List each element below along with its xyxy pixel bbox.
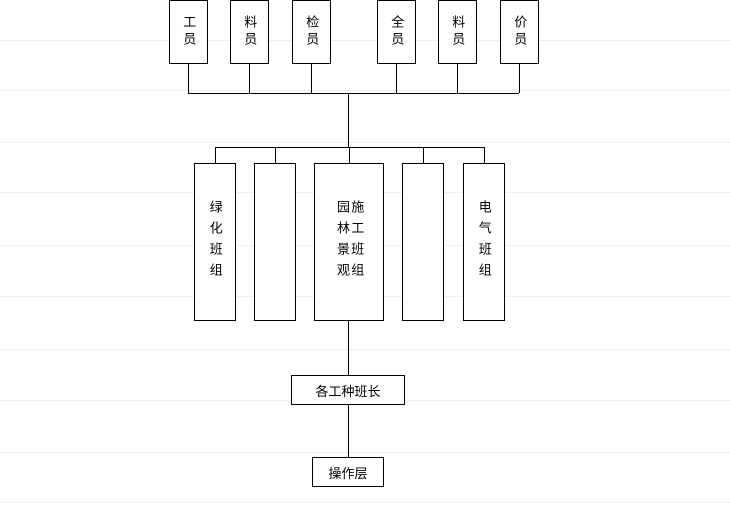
team-label: 电气班组 xyxy=(476,200,492,284)
paper-rule xyxy=(0,40,730,41)
role-box: 全员 xyxy=(377,0,416,64)
connector-line xyxy=(311,64,312,93)
role-label: 全员 xyxy=(389,15,405,49)
team-label: 绿化班组 xyxy=(207,200,223,284)
operator-label: 操作层 xyxy=(328,463,367,482)
role-box: 工员 xyxy=(169,0,208,64)
role-box: 价员 xyxy=(500,0,539,64)
role-box: 料员 xyxy=(230,0,269,64)
connector-line xyxy=(348,93,349,147)
role-box: 检员 xyxy=(292,0,331,64)
team-leader-box: 各工种班长 xyxy=(291,375,405,405)
role-label: 料员 xyxy=(242,15,258,49)
connector-line xyxy=(348,321,349,375)
role-label: 料员 xyxy=(450,15,466,49)
team-label: 园林景观 施工班组 xyxy=(335,200,364,284)
paper-rule xyxy=(0,452,730,453)
team-box: 绿化班组 xyxy=(194,163,236,321)
connector-line xyxy=(188,64,189,93)
connector-line xyxy=(396,64,397,93)
paper-rule xyxy=(0,90,730,91)
connector-line xyxy=(188,93,519,94)
connector-line xyxy=(423,147,424,163)
role-label: 价员 xyxy=(512,15,528,49)
connector-line xyxy=(349,147,350,163)
team-box: 电气班组 xyxy=(463,163,505,321)
connector-line xyxy=(249,64,250,93)
team-box xyxy=(402,163,444,321)
connector-line xyxy=(275,147,276,163)
paper-rule xyxy=(0,502,730,503)
connector-line xyxy=(519,64,520,93)
connector-line xyxy=(484,147,485,163)
connector-line xyxy=(348,405,349,457)
connector-line xyxy=(457,64,458,93)
paper-rule xyxy=(0,142,730,143)
role-label: 检员 xyxy=(304,15,320,49)
role-label: 工员 xyxy=(181,15,197,49)
role-box: 料员 xyxy=(438,0,477,64)
operator-box: 操作层 xyxy=(312,457,384,487)
paper-rule xyxy=(0,349,730,350)
team-box xyxy=(254,163,296,321)
team-box: 园林景观 施工班组 xyxy=(314,163,384,321)
connector-line xyxy=(215,147,216,163)
team-leader-label: 各工种班长 xyxy=(315,381,380,400)
